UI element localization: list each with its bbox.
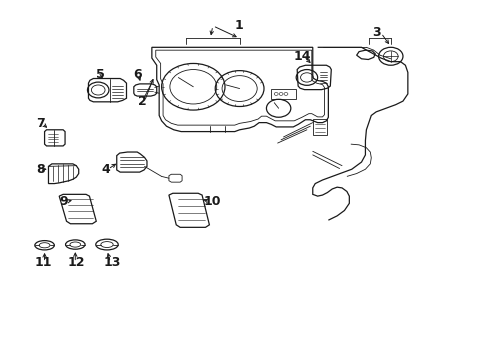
Text: 14: 14 xyxy=(293,50,310,63)
Text: 6: 6 xyxy=(133,68,141,81)
Text: 13: 13 xyxy=(103,256,121,269)
Text: 8: 8 xyxy=(36,163,45,176)
Text: 4: 4 xyxy=(101,163,110,176)
Text: 3: 3 xyxy=(371,27,380,40)
Text: 11: 11 xyxy=(35,256,52,269)
Text: 9: 9 xyxy=(60,195,68,208)
Text: 12: 12 xyxy=(67,256,85,269)
Text: 5: 5 xyxy=(96,68,105,81)
Bar xyxy=(271,89,295,99)
Text: 7: 7 xyxy=(36,117,45,130)
Bar xyxy=(312,119,327,135)
Text: 10: 10 xyxy=(203,195,221,208)
Text: 2: 2 xyxy=(138,95,146,108)
Text: 1: 1 xyxy=(234,19,243,32)
